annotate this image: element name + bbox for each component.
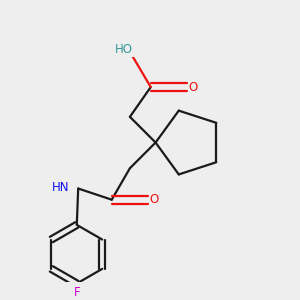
Text: O: O <box>189 81 198 94</box>
Text: F: F <box>74 286 80 299</box>
Text: HN: HN <box>52 182 70 194</box>
Text: O: O <box>150 193 159 206</box>
Text: HO: HO <box>115 43 133 56</box>
